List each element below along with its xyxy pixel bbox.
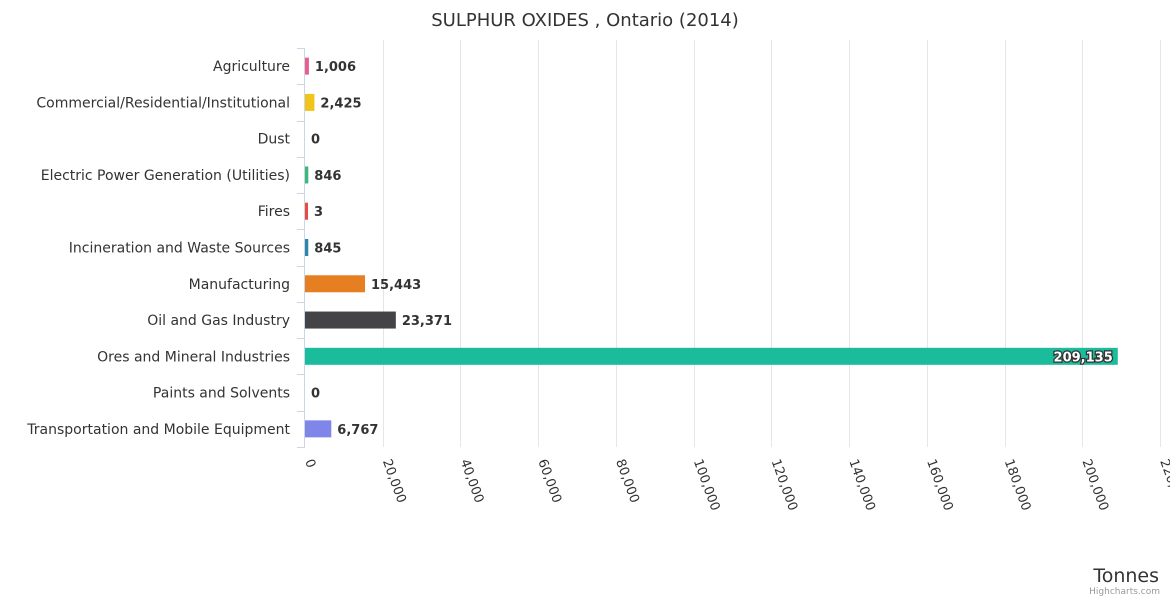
bar[interactable]: [305, 347, 1118, 365]
chart-title: SULPHUR OXIDES , Ontario (2014): [431, 10, 739, 31]
data-label: 0: [311, 387, 320, 402]
bar[interactable]: [305, 57, 309, 75]
x-tick-label: 180,000: [1001, 457, 1033, 513]
category-label: Manufacturing: [189, 277, 290, 293]
x-tick-label: 120,000: [768, 457, 800, 513]
x-tick-label: 60,000: [534, 457, 564, 505]
bar[interactable]: [305, 275, 366, 293]
data-label: 6,767: [337, 423, 378, 438]
data-label: 23,371: [402, 314, 452, 329]
data-labels: 1,006 2,425 0 846 3 845 15,443 23,371 209,135 0 6,…: [311, 60, 1114, 438]
x-tick-label: 140,000: [845, 457, 877, 513]
bar[interactable]: [305, 93, 315, 111]
category-label: Ores and Mineral Industries: [97, 349, 290, 365]
x-tick-label: 0: [301, 457, 318, 470]
data-label: 15,443: [371, 278, 421, 293]
data-label: 0: [311, 133, 320, 148]
x-tick-label: 220,000: [1156, 457, 1170, 513]
category-label: Paints and Solvents: [153, 386, 290, 402]
bar-series: [305, 57, 1118, 438]
category-label: Transportation and Mobile Equipment: [26, 422, 290, 438]
x-tick-label: 20,000: [379, 457, 409, 505]
data-label: 209,135: [1054, 350, 1113, 365]
category-label: Commercial/Residential/Institutional: [36, 95, 290, 111]
bar[interactable]: [305, 166, 309, 184]
data-label: 2,425: [320, 96, 361, 111]
gridlines: [383, 40, 1161, 447]
x-tick-label: 40,000: [457, 457, 487, 505]
category-label: Fires: [258, 204, 290, 220]
x-tick-label: 160,000: [923, 457, 955, 513]
category-label: Electric Power Generation (Utilities): [41, 168, 290, 184]
category-label: Incineration and Waste Sources: [69, 241, 290, 257]
bar[interactable]: [305, 239, 309, 256]
data-label: 1,006: [315, 60, 356, 75]
bar[interactable]: [305, 420, 332, 438]
x-tick-label: 200,000: [1079, 457, 1111, 513]
bar[interactable]: [305, 202, 308, 220]
data-label: 3: [314, 205, 323, 220]
category-label: Dust: [258, 132, 291, 148]
data-label: 845: [314, 242, 341, 257]
data-label: 846: [314, 169, 341, 184]
x-axis-tick-labels: 0 20,000 40,000 60,000 80,000 100,000 120,000 1…: [301, 457, 1170, 513]
bar[interactable]: [305, 311, 396, 329]
category-labels: Agriculture Commercial/Residential/Instit…: [26, 48, 305, 448]
x-axis-title: Tonnes: [1092, 565, 1159, 587]
category-label: Agriculture: [213, 59, 290, 75]
highcharts-credit[interactable]: Highcharts.com: [1089, 587, 1160, 597]
category-label: Oil and Gas Industry: [147, 313, 290, 329]
x-tick-label: 80,000: [612, 457, 642, 505]
x-tick-label: 100,000: [690, 457, 722, 513]
